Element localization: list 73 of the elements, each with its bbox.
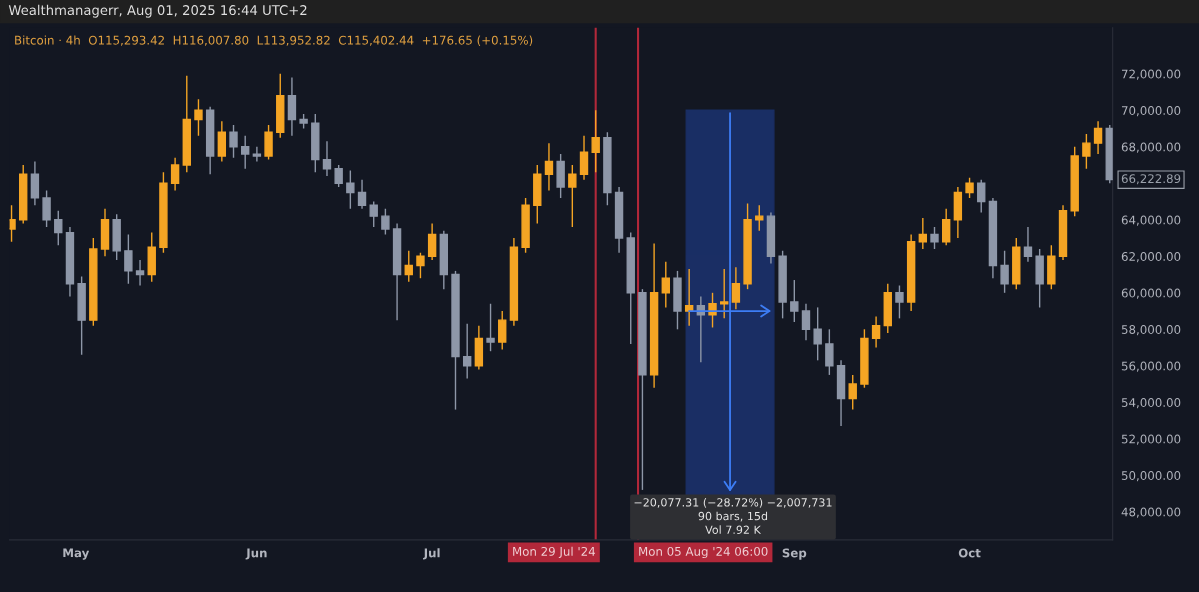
- candlestick: [1000, 250, 1009, 294]
- candlestick: [591, 109, 600, 174]
- y-tick-label: 62,000.00: [1121, 252, 1181, 263]
- candlestick: [381, 208, 390, 236]
- candlestick: [194, 98, 203, 137]
- candlestick: [135, 259, 145, 287]
- y-tick-label: 50,000.00: [1121, 471, 1181, 482]
- ref-line-label: Mon 05 Aug '24 06:00: [639, 546, 768, 559]
- y-tick-label: 58,000.00: [1121, 325, 1181, 336]
- y-tick-label: 52,000.00: [1121, 434, 1181, 445]
- ref-line-label: Mon 29 Jul '24: [513, 546, 596, 559]
- text: 66,222.89: [1121, 174, 1181, 185]
- candlestick: [322, 140, 332, 177]
- candlestick: [977, 178, 986, 214]
- y-tick-label: 70,000.00: [1121, 106, 1181, 117]
- x-tick-label: Jun: [245, 548, 267, 560]
- y-tick-label: 68,000.00: [1121, 142, 1181, 153]
- y-tick-label: 48,000.00: [1121, 507, 1181, 518]
- candlestick: [369, 200, 378, 228]
- candlestick: [871, 315, 881, 349]
- candlestick: [848, 374, 857, 411]
- y-tick-label: 54,000.00: [1121, 398, 1181, 409]
- candlestick: [731, 266, 741, 310]
- candlestick: [9, 204, 16, 243]
- candlestick: [229, 124, 238, 159]
- x-tick-label: May: [63, 548, 90, 560]
- candlestick: [1093, 120, 1103, 155]
- candlestick: [416, 251, 425, 279]
- candlestick: [217, 120, 227, 163]
- candlestick: [1082, 133, 1091, 170]
- candlestick: [264, 124, 273, 161]
- candlestick: [170, 157, 180, 192]
- candlestick: [287, 76, 297, 137]
- candlestick: [334, 164, 343, 188]
- candlestick: [498, 310, 507, 351]
- annotation: −20,077.31 (−28.72%) −2,007,731 90 bars, 15d Vol 7.92 K: [634, 497, 832, 534]
- text: Bitcoin · 4h O115,293.42 H116,007.80 L113,952.82 C115,402.44 +176.65 (+0.15%): [15, 35, 533, 47]
- y-tick-label: 64,000.00: [1121, 215, 1181, 226]
- candlestick: [801, 303, 811, 341]
- candlestick: [720, 268, 729, 320]
- y-tick-label: 60,000.00: [1121, 288, 1181, 299]
- x-tick-label: Oct: [958, 548, 981, 558]
- candlestick: [661, 261, 670, 309]
- candlestick: [346, 169, 355, 210]
- candlestick: [427, 222, 437, 261]
- y-tick-label: 72,000.00: [1121, 69, 1181, 80]
- candlestick: [404, 250, 413, 283]
- candlestick: [54, 209, 63, 247]
- candlestick: [579, 135, 589, 181]
- candlestick: [930, 226, 939, 250]
- x-tick-label: Sep: [782, 548, 807, 560]
- candlestick: [825, 328, 834, 376]
- chart-title: Wealthmanagerr, Aug 01, 2025 16:44 UTC+2: [8, 4, 307, 18]
- candlestick: [918, 217, 928, 250]
- candlestick: [941, 208, 951, 247]
- candlestick: [30, 160, 40, 206]
- candlestick: [357, 178, 367, 210]
- candlestick: [568, 164, 577, 228]
- candlestick: [124, 233, 133, 285]
- candlestick: [241, 135, 250, 170]
- candlestick: [544, 142, 554, 192]
- candlestick: [42, 189, 51, 228]
- candlestick: [813, 306, 822, 362]
- candlestick: [965, 177, 974, 199]
- candlestick: [252, 146, 262, 163]
- candlestick: [755, 204, 764, 232]
- candlestick: [462, 323, 472, 380]
- y-tick-label: 56,000.00: [1121, 361, 1181, 372]
- candlestick: [895, 284, 904, 320]
- candlestick: [486, 303, 495, 352]
- candlestick: [1023, 226, 1033, 263]
- candlestick: [790, 279, 799, 323]
- x-tick-label: Jul: [423, 548, 440, 560]
